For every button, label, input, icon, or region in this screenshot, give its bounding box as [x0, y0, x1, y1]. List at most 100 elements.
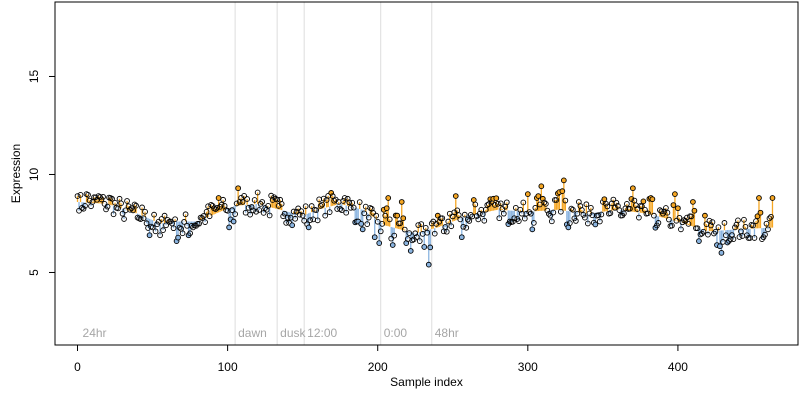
data-point — [541, 199, 548, 206]
data-point — [124, 198, 130, 204]
data-point — [559, 188, 566, 194]
data-point — [85, 192, 91, 198]
data-point — [241, 192, 247, 199]
data-point — [464, 216, 471, 223]
data-point — [536, 201, 543, 208]
data-point — [672, 191, 678, 197]
data-point — [235, 185, 241, 192]
data-point — [553, 197, 560, 203]
data-point — [383, 205, 390, 212]
data-point — [741, 216, 747, 223]
data-point — [110, 211, 117, 218]
data-point — [586, 210, 593, 217]
data-point — [347, 204, 354, 211]
data-point — [639, 203, 645, 210]
data-point — [690, 199, 696, 205]
data-point — [137, 216, 144, 223]
data-point — [233, 200, 240, 207]
data-point — [527, 210, 534, 217]
y-tick-label: 5 — [27, 269, 41, 276]
data-point — [592, 221, 599, 228]
data-point — [582, 214, 588, 221]
data-point — [624, 201, 630, 207]
data-point — [203, 208, 210, 215]
data-point — [769, 195, 776, 201]
data-point — [358, 221, 365, 227]
data-point — [256, 207, 262, 213]
data-point — [214, 204, 220, 211]
data-point — [242, 209, 249, 216]
data-point — [427, 244, 434, 251]
y-tick-label: 15 — [27, 69, 41, 83]
data-point — [130, 207, 136, 214]
data-point — [766, 215, 773, 222]
data-point — [343, 209, 350, 216]
data-point — [103, 206, 109, 213]
data-point — [251, 197, 258, 203]
data-point — [139, 204, 145, 211]
data-point — [265, 202, 271, 209]
data-point — [583, 201, 590, 208]
data-point — [530, 220, 537, 226]
data-point — [361, 210, 368, 217]
data-point — [708, 222, 714, 229]
data-point — [274, 196, 280, 203]
data-point — [290, 208, 297, 215]
data-point — [520, 199, 527, 206]
data-point — [560, 177, 567, 184]
data-point — [170, 225, 177, 232]
data-point — [479, 211, 486, 218]
data-point — [585, 220, 591, 227]
data-point — [320, 195, 327, 202]
data-point — [388, 235, 395, 242]
data-point — [77, 192, 84, 198]
data-point — [496, 215, 503, 222]
data-point — [115, 205, 121, 212]
data-point — [754, 213, 761, 220]
data-point — [443, 228, 450, 235]
x-tick-label: 100 — [218, 360, 238, 374]
data-point — [206, 213, 213, 220]
data-point — [398, 199, 405, 205]
data-point — [350, 204, 357, 211]
plot-frame — [54, 1, 799, 346]
data-point — [100, 193, 106, 200]
data-point — [712, 228, 719, 235]
data-point — [691, 207, 698, 214]
data-point — [394, 212, 401, 219]
data-point — [371, 234, 378, 241]
data-point — [573, 218, 579, 224]
data-point — [566, 220, 573, 226]
data-point — [634, 206, 641, 212]
data-point — [439, 215, 446, 222]
reference-label: 24hr — [83, 326, 107, 340]
reference-label: 48hr — [435, 326, 459, 340]
data-point — [598, 211, 605, 218]
data-point — [338, 207, 345, 214]
data-point — [484, 202, 491, 208]
data-point — [544, 207, 551, 214]
data-point — [682, 218, 689, 224]
data-point — [413, 234, 420, 240]
data-point — [172, 216, 178, 223]
data-point — [346, 199, 353, 206]
data-point — [460, 223, 467, 230]
data-point — [157, 232, 163, 239]
data-point — [627, 205, 633, 212]
data-point — [542, 201, 549, 207]
data-point — [562, 197, 569, 204]
data-point — [289, 222, 296, 229]
data-point — [688, 213, 695, 220]
data-point — [385, 195, 392, 201]
data-point — [400, 215, 407, 222]
data-point — [715, 224, 722, 231]
data-point — [245, 204, 252, 211]
data-point — [301, 217, 308, 224]
data-point — [401, 226, 408, 233]
data-point — [328, 190, 335, 196]
data-point — [337, 206, 344, 212]
data-point — [112, 199, 118, 206]
data-point — [613, 199, 620, 206]
data-point — [610, 196, 617, 203]
